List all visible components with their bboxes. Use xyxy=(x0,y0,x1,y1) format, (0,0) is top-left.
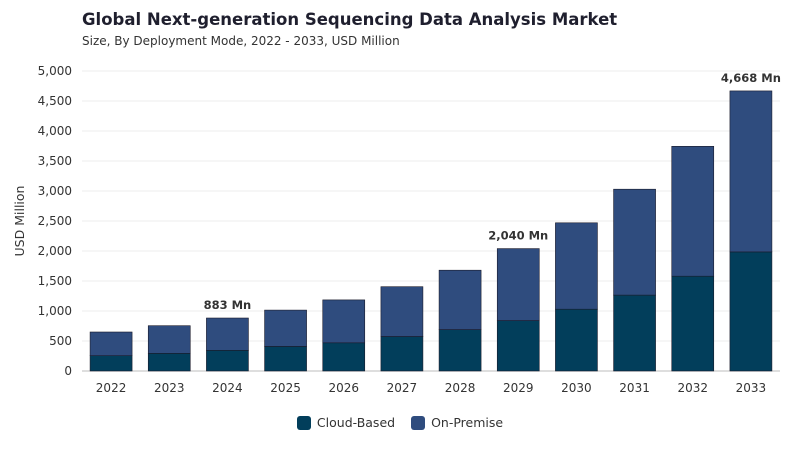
legend-label-cloud-based: Cloud-Based xyxy=(316,415,396,430)
bar-cloud-based xyxy=(322,342,366,372)
bar-on-premise xyxy=(438,269,482,330)
bar-cloud-based xyxy=(264,346,307,372)
y-tick-label: 0 xyxy=(64,364,72,378)
y-tick-label: 4,500 xyxy=(38,94,72,108)
bar-cloud-based xyxy=(613,294,656,372)
bar-cloud-based xyxy=(89,355,133,372)
bar-on-premise xyxy=(496,248,540,321)
bar-cloud-based xyxy=(206,349,249,372)
legend-item-cloud-based: Cloud-Based xyxy=(296,415,396,430)
x-tick-label: 2025 xyxy=(270,381,301,395)
legend-item-on-premise: On-Premise xyxy=(411,415,503,430)
bar-on-premise xyxy=(322,299,366,344)
y-tick-label: 1,500 xyxy=(38,274,72,288)
bar-on-premise xyxy=(206,317,249,351)
bar-on-premise xyxy=(89,331,133,357)
chart-subtitle: Size, By Deployment Mode, 2022 - 2033, U… xyxy=(82,34,400,48)
bar-on-premise xyxy=(729,90,773,253)
y-axis-label: USD Million xyxy=(12,186,27,257)
y-tick-label: 4,000 xyxy=(38,124,72,138)
bar-cloud-based xyxy=(438,329,482,372)
bar-cloud-based xyxy=(555,308,598,372)
bar-cloud-based xyxy=(729,251,773,372)
chart-title: Global Next-generation Sequencing Data A… xyxy=(82,10,618,29)
y-tick-label: 500 xyxy=(49,334,72,348)
data-label: 2,040 Mn xyxy=(488,229,548,243)
x-tick-label: 2029 xyxy=(503,381,534,395)
data-label: 4,668 Mn xyxy=(721,71,781,85)
legend: Cloud-Based On-Premise xyxy=(0,415,800,430)
x-tick-label: 2026 xyxy=(328,381,359,395)
bar-on-premise xyxy=(264,309,307,347)
bar-cloud-based xyxy=(496,320,540,372)
legend-swatch-on-premise xyxy=(411,415,426,430)
x-tick-label: 2031 xyxy=(619,381,650,395)
bar-cloud-based xyxy=(147,352,191,372)
y-tick-label: 2,000 xyxy=(38,244,72,258)
x-tick-label: 2023 xyxy=(154,381,185,395)
bar-cloud-based xyxy=(671,275,715,372)
data-label: 883 Mn xyxy=(204,298,252,312)
x-tick-label: 2032 xyxy=(677,381,708,395)
y-tick-label: 2,500 xyxy=(38,214,72,228)
x-tick-label: 2028 xyxy=(445,381,476,395)
x-tick-label: 2027 xyxy=(387,381,418,395)
x-tick-label: 2030 xyxy=(561,381,592,395)
legend-swatch-cloud-based xyxy=(296,415,311,430)
bar-cloud-based xyxy=(380,336,424,372)
bar-on-premise xyxy=(380,286,424,337)
bar-on-premise xyxy=(555,222,598,310)
bar-on-premise xyxy=(613,188,656,296)
legend-label-on-premise: On-Premise xyxy=(431,415,504,430)
x-tick-label: 2022 xyxy=(96,381,127,395)
y-tick-label: 1,000 xyxy=(38,304,72,318)
x-tick-label: 2033 xyxy=(736,381,767,395)
bar-on-premise xyxy=(147,325,191,354)
x-tick-label: 2024 xyxy=(212,381,243,395)
y-tick-label: 5,000 xyxy=(38,64,72,78)
y-tick-label: 3,000 xyxy=(38,184,72,198)
y-tick-label: 3,500 xyxy=(38,154,72,168)
bar-on-premise xyxy=(671,146,715,277)
